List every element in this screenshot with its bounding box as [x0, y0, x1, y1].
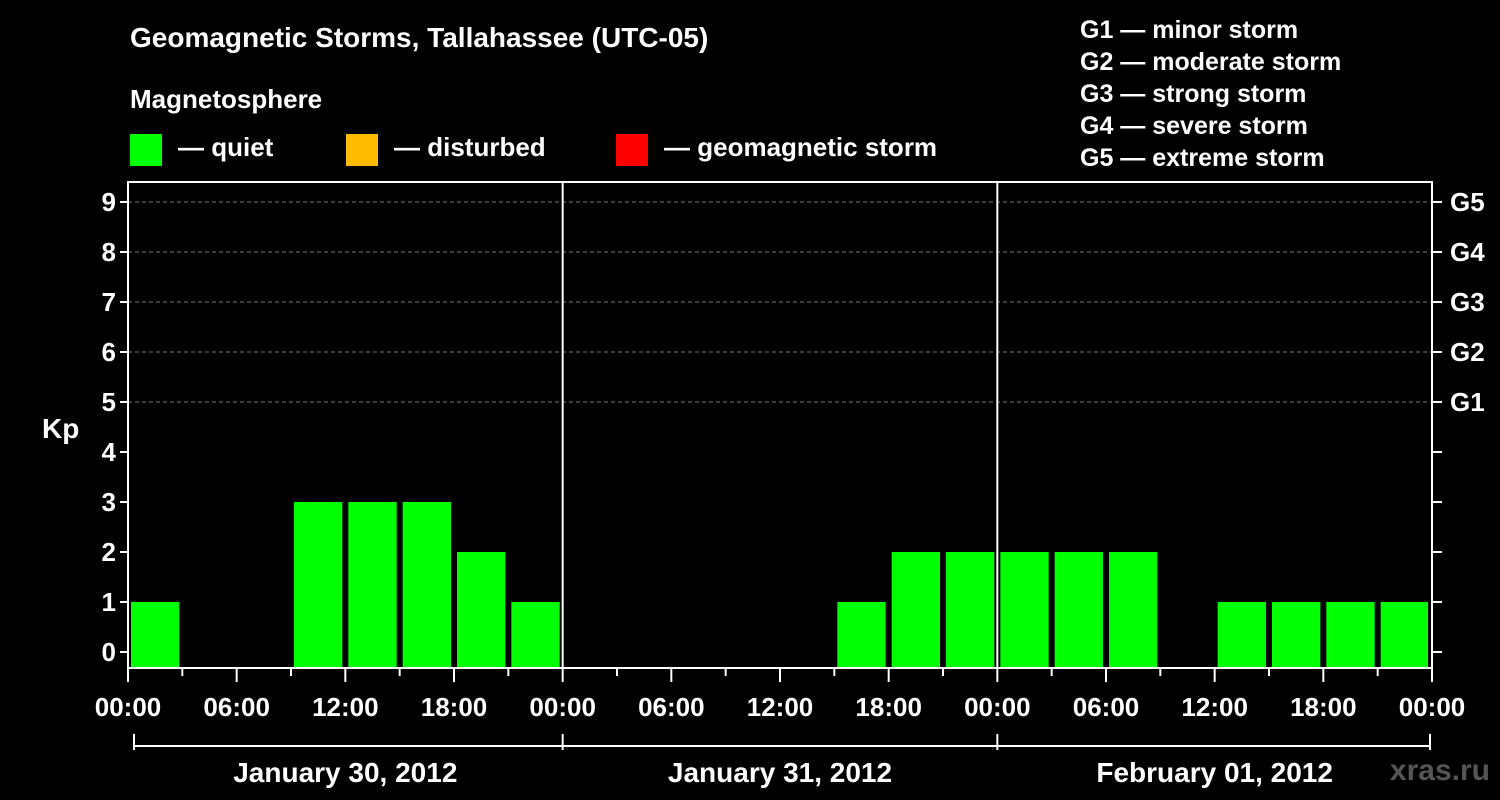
kp-bar-7: [511, 602, 560, 668]
x-tick-label-11: 18:00: [1290, 692, 1357, 722]
x-tick-label-9: 06:00: [1073, 692, 1140, 722]
kp-bar-0: [131, 602, 180, 668]
watermark: xras.ru: [1389, 754, 1490, 787]
x-tick-label-10: 12:00: [1181, 692, 1248, 722]
y-tick-label-0: 0: [102, 637, 116, 667]
right-tick-label-g3: G3: [1450, 287, 1485, 317]
kp-bar-23: [1380, 602, 1428, 668]
kp-bar-17: [1054, 552, 1103, 668]
x-tick-label-5: 06:00: [638, 692, 705, 722]
kp-bar-4: [348, 502, 397, 668]
storm-scale-g5: G5 — extreme storm: [1080, 144, 1325, 172]
y-tick-label-3: 3: [102, 487, 116, 517]
x-tick-label-6: 12:00: [747, 692, 814, 722]
kp-bar-21: [1272, 602, 1321, 668]
x-tick-label-1: 06:00: [203, 692, 270, 722]
y-tick-label-9: 9: [102, 187, 116, 217]
kp-bar-16: [1000, 552, 1049, 668]
x-tick-label-7: 18:00: [855, 692, 922, 722]
kp-bar-15: [946, 552, 995, 668]
chart-title: Geomagnetic Storms, Tallahassee (UTC-05): [130, 22, 709, 53]
x-tick-label-12: 00:00: [1399, 692, 1466, 722]
kp-bar-6: [457, 552, 506, 668]
kp-bar-5: [402, 502, 451, 668]
right-tick-label-g4: G4: [1450, 237, 1485, 267]
storm-scale-legend: G1 — minor storm G2 — moderate storm G3 …: [1080, 14, 1341, 174]
x-tick-label-0: 00:00: [95, 692, 162, 722]
right-tick-label-g5: G5: [1450, 187, 1485, 217]
y-tick-label-6: 6: [102, 337, 116, 367]
legend-swatch-quiet: [130, 134, 162, 166]
storm-scale-g1: G1 — minor storm: [1080, 16, 1299, 44]
date-label-2: February 01, 2012: [1096, 757, 1333, 788]
kp-bar-3: [294, 502, 343, 668]
y-tick-label-4: 4: [102, 437, 117, 467]
y-axis-label: Kp: [42, 413, 79, 444]
y-tick-label-1: 1: [102, 587, 116, 617]
kp-bar-22: [1326, 602, 1375, 668]
storm-scale-g4: G4 — severe storm: [1080, 112, 1308, 140]
y-tick-label-7: 7: [102, 287, 116, 317]
legend-swatch-disturbed: [346, 134, 378, 166]
legend-label-disturbed: — disturbed: [394, 132, 546, 162]
x-tick-label-3: 18:00: [421, 692, 488, 722]
kp-bar-14: [891, 552, 940, 668]
date-label-1: January 31, 2012: [668, 757, 892, 788]
legend-label-quiet: — quiet: [178, 132, 274, 162]
kp-bar-13: [837, 602, 886, 668]
x-tick-label-4: 00:00: [529, 692, 596, 722]
y-tick-label-5: 5: [102, 387, 116, 417]
right-tick-label-g2: G2: [1450, 337, 1485, 367]
kp-bar-18: [1109, 552, 1158, 668]
date-label-0: January 30, 2012: [233, 757, 457, 788]
legend-swatch-storm: [616, 134, 648, 166]
x-tick-label-8: 00:00: [964, 692, 1031, 722]
y-tick-label-2: 2: [102, 537, 116, 567]
kp-bar-20: [1217, 602, 1266, 668]
y-tick-label-8: 8: [102, 237, 116, 267]
storm-scale-g3: G3 — strong storm: [1080, 80, 1307, 108]
storm-scale-g2: G2 — moderate storm: [1080, 48, 1342, 76]
x-tick-label-2: 12:00: [312, 692, 379, 722]
chart-subtitle: Magnetosphere: [130, 84, 323, 114]
right-tick-label-g1: G1: [1450, 387, 1485, 417]
legend-label-storm: — geomagnetic storm: [664, 132, 938, 162]
